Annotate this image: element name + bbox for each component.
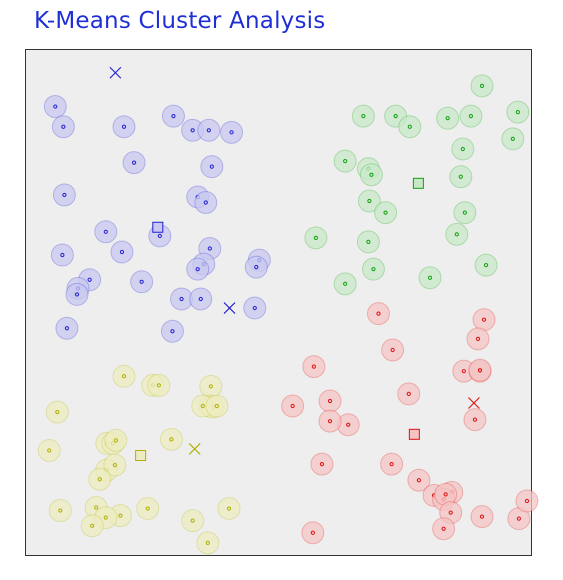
- red-cluster-point: [301, 521, 325, 545]
- red-cluster-point: [380, 452, 404, 476]
- blue-initial-centroid-cross: [109, 66, 122, 79]
- red-cluster-point: [472, 308, 496, 332]
- red-cluster-point: [281, 394, 305, 418]
- blue-cluster-point: [200, 155, 224, 179]
- green-cluster-point: [398, 115, 422, 139]
- green-cluster-point: [333, 149, 357, 173]
- red-moving-centroid-cross: [468, 397, 480, 409]
- yellow-cluster-point: [199, 374, 223, 398]
- red-cluster-point: [407, 468, 431, 492]
- red-cluster-point: [381, 338, 405, 362]
- blue-cluster-point: [43, 95, 67, 119]
- green-cluster-point: [474, 253, 498, 277]
- blue-cluster-point: [243, 296, 267, 320]
- green-cluster-point: [418, 266, 442, 290]
- blue-cluster-point: [194, 191, 218, 215]
- red-cluster-point: [397, 382, 421, 406]
- green-cluster-point: [304, 226, 328, 250]
- red-cluster-point: [318, 389, 342, 413]
- yellow-cluster-point: [88, 467, 112, 491]
- blue-cluster-point: [220, 120, 244, 144]
- green-cluster-point: [374, 201, 398, 225]
- green-cluster-point: [359, 163, 383, 187]
- yellow-cluster-point: [181, 509, 205, 533]
- green-cluster-point: [470, 74, 494, 98]
- green-cluster-point: [356, 230, 380, 254]
- green-cluster-point: [351, 104, 375, 128]
- blue-cluster-point: [122, 151, 146, 175]
- yellow-cluster-point: [80, 514, 104, 538]
- red-cluster-point: [466, 327, 490, 351]
- green-cluster-point: [459, 104, 483, 128]
- blue-cluster-point: [161, 104, 185, 128]
- chart-title: K-Means Cluster Analysis: [34, 8, 326, 34]
- yellow-cluster-point: [205, 394, 229, 418]
- blue-cluster-point: [186, 257, 210, 281]
- yellow-cluster-point: [112, 364, 136, 388]
- red-cluster-point: [432, 517, 456, 541]
- green-cluster-point: [453, 201, 477, 225]
- red-cluster-point: [318, 409, 342, 433]
- green-cluster-point: [445, 222, 469, 246]
- green-cluster-point: [357, 189, 381, 213]
- green-cluster-point: [361, 257, 385, 281]
- yellow-cluster-point: [196, 531, 220, 555]
- red-cluster-point: [302, 355, 326, 379]
- yellow-centroid-marker: [135, 450, 147, 462]
- blue-centroid-marker: [152, 221, 164, 233]
- green-cluster-point: [451, 137, 475, 161]
- yellow-moving-centroid-cross: [188, 443, 201, 455]
- yellow-cluster-point: [48, 499, 72, 523]
- yellow-cluster-point: [104, 428, 128, 452]
- blue-cluster-point: [112, 115, 136, 139]
- blue-cluster-point: [51, 115, 75, 139]
- yellow-cluster-point: [37, 438, 61, 462]
- red-cluster-point: [463, 408, 487, 432]
- yellow-cluster-point: [136, 497, 160, 521]
- red-cluster-point: [366, 302, 390, 326]
- blue-cluster-point: [110, 240, 134, 264]
- red-cluster-point: [310, 452, 334, 476]
- blue-cluster-point: [197, 118, 221, 142]
- red-cluster-point: [470, 505, 494, 529]
- green-cluster-point: [506, 100, 530, 124]
- green-centroid-marker: [412, 177, 424, 189]
- green-cluster-point: [436, 106, 460, 130]
- red-centroid-marker: [408, 428, 420, 440]
- yellow-cluster-point: [159, 427, 183, 451]
- yellow-cluster-point: [45, 400, 69, 424]
- blue-cluster-point: [160, 319, 184, 343]
- red-cluster-point: [515, 489, 539, 513]
- yellow-cluster-point: [147, 373, 171, 397]
- blue-cluster-point: [189, 287, 213, 311]
- blue-cluster-point: [94, 220, 118, 244]
- blue-cluster-point: [244, 255, 268, 279]
- yellow-cluster-point: [103, 453, 127, 477]
- red-cluster-point: [336, 413, 360, 437]
- blue-cluster-point: [50, 243, 74, 267]
- blue-moving-centroid-cross: [223, 302, 236, 314]
- blue-cluster-point: [130, 270, 154, 294]
- blue-cluster-point: [65, 282, 89, 306]
- red-cluster-point: [468, 358, 492, 382]
- yellow-cluster-point: [217, 497, 241, 521]
- green-cluster-point: [449, 165, 473, 189]
- blue-cluster-point: [52, 183, 76, 207]
- green-cluster-point: [501, 127, 525, 151]
- green-cluster-point: [333, 272, 357, 296]
- blue-cluster-point: [55, 316, 79, 340]
